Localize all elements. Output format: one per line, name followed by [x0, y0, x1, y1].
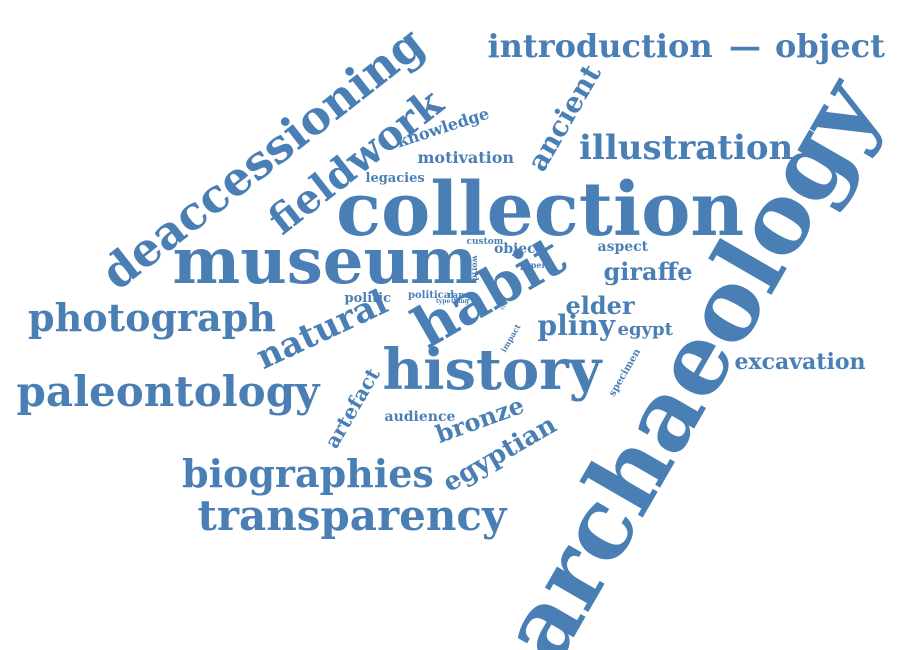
word-thing: thing	[451, 298, 469, 305]
word-museum: museum	[172, 224, 478, 299]
word-history: history	[382, 337, 602, 403]
word-elder: elder	[565, 291, 635, 320]
word-legacies: legacies	[365, 170, 425, 186]
word-giraffe: giraffe	[603, 257, 693, 286]
word-egypt: egypt	[617, 319, 673, 340]
word-political: political	[408, 290, 455, 301]
word-photograph: photograph	[28, 295, 276, 340]
dash-separator: —	[729, 27, 761, 65]
word-politic: politic	[344, 290, 392, 306]
word-excavation: excavation	[734, 349, 866, 375]
word-audience: audience	[384, 409, 456, 425]
word-transparency: transparency	[197, 491, 507, 540]
word-paleontology: paleontology	[16, 367, 320, 416]
word-pliny: pliny	[537, 309, 615, 342]
word-collection: collection	[336, 167, 745, 253]
word-aspect: aspect	[597, 239, 649, 255]
word-paper: paper	[520, 260, 546, 270]
word-illustration: illustration	[579, 128, 794, 168]
word-introduction: introduction	[487, 27, 713, 65]
word-artefact: artefact	[319, 363, 385, 453]
word-object-small: object	[494, 241, 543, 257]
word-custom: custom	[466, 236, 504, 247]
word-biographies: biographies	[182, 451, 434, 496]
word-type: type	[436, 298, 451, 305]
word-motivation: motivation	[417, 148, 515, 167]
word-object-large: object	[775, 27, 885, 65]
word-world: world	[470, 255, 481, 281]
word-range: range	[447, 290, 477, 301]
